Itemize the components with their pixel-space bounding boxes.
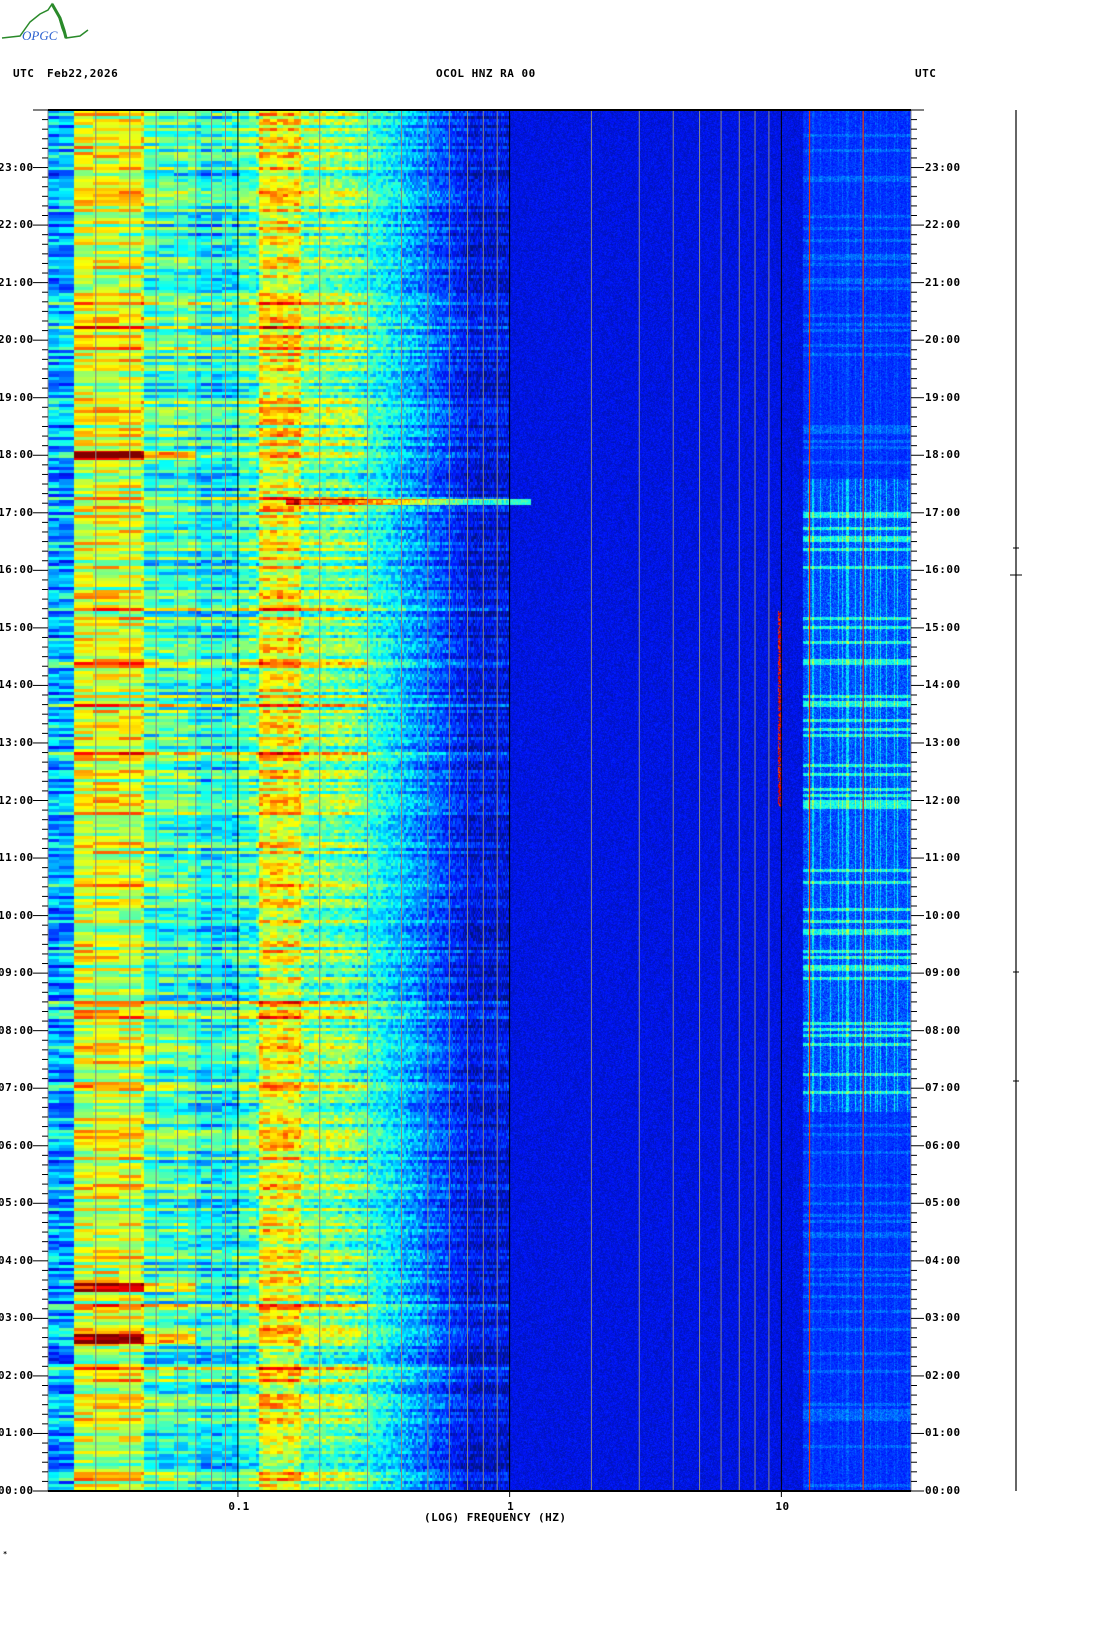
x-axis-title: (LOG) FREQUENCY (HZ) (424, 1511, 567, 1524)
y-tick-label-left: 16:00 (0, 563, 34, 577)
y-tick-label-left: 21:00 (0, 275, 34, 289)
x-tick-label: 0.1 (228, 1500, 250, 1513)
y-tick-label-left: 22:00 (0, 218, 34, 232)
y-tick-label-left: 08:00 (0, 1023, 34, 1037)
y-tick-label-left: 03:00 (0, 1311, 34, 1325)
y-tick-label-right: 18:00 (925, 448, 961, 462)
y-tick-label-right: 19:00 (925, 390, 961, 404)
y-tick-label-right: 22:00 (925, 218, 961, 232)
y-tick-label-right: 16:00 (925, 563, 961, 577)
y-tick-label-right: 10:00 (925, 908, 961, 922)
date-label: Feb22,2026 (47, 67, 119, 80)
y-tick-label-left: 00:00 (0, 1484, 34, 1497)
y-tick-label-right: 21:00 (925, 275, 961, 289)
x-tick-label: 10 (775, 1500, 790, 1513)
svg-text:OPGC: OPGC (22, 28, 58, 43)
y-tick-label-left: 04:00 (0, 1253, 34, 1267)
y-tick-label-left: 14:00 (0, 678, 34, 692)
y-tick-label-right: 05:00 (925, 1196, 961, 1210)
y-tick-label-left: 13:00 (0, 735, 34, 749)
y-tick-label-right: 06:00 (925, 1138, 961, 1152)
y-tick-label-left: 10:00 (0, 908, 34, 922)
station-title: OCOL HNZ RA 00 (436, 67, 536, 80)
x-tick-label: 1 (507, 1500, 515, 1513)
footer-mark: * (3, 1550, 8, 1558)
y-tick-label-left: 18:00 (0, 448, 34, 462)
y-tick-label-right: 09:00 (925, 966, 961, 980)
spectrogram-heatmap (48, 110, 911, 1491)
y-tick-label-left: 20:00 (0, 333, 34, 347)
y-tick-label-left: 05:00 (0, 1196, 34, 1210)
opgc-logo: OPGC (1, 2, 89, 43)
y-tick-label-right: 17:00 (925, 505, 961, 519)
y-tick-label-right: 20:00 (925, 333, 961, 347)
y-tick-label-right: 02:00 (925, 1368, 961, 1382)
y-tick-label-right: 00:00 (925, 1484, 961, 1497)
utc-label-left: UTC (13, 67, 35, 80)
y-tick-label-right: 03:00 (925, 1311, 961, 1325)
y-tick-label-left: 19:00 (0, 390, 34, 404)
y-tick-label-right: 12:00 (925, 793, 961, 807)
y-tick-label-left: 15:00 (0, 620, 34, 634)
y-tick-label-right: 11:00 (925, 851, 961, 865)
y-tick-label-left: 17:00 (0, 505, 34, 519)
y-tick-label-right: 23:00 (925, 160, 961, 174)
y-tick-label-right: 04:00 (925, 1253, 961, 1267)
y-tick-label-left: 12:00 (0, 793, 34, 807)
utc-label-right: UTC (915, 67, 937, 80)
y-tick-label-right: 08:00 (925, 1023, 961, 1037)
y-tick-label-left: 11:00 (0, 851, 34, 865)
y-tick-label-left: 09:00 (0, 966, 34, 980)
y-tick-label-right: 01:00 (925, 1426, 961, 1440)
y-tick-label-left: 23:00 (0, 160, 34, 174)
y-tick-label-left: 01:00 (0, 1426, 34, 1440)
y-tick-label-right: 15:00 (925, 620, 961, 634)
y-tick-label-right: 07:00 (925, 1081, 961, 1095)
y-tick-label-left: 06:00 (0, 1138, 34, 1152)
y-tick-label-left: 07:00 (0, 1081, 34, 1095)
y-tick-label-right: 13:00 (925, 735, 961, 749)
y-tick-label-right: 14:00 (925, 678, 961, 692)
y-tick-label-left: 02:00 (0, 1368, 34, 1382)
